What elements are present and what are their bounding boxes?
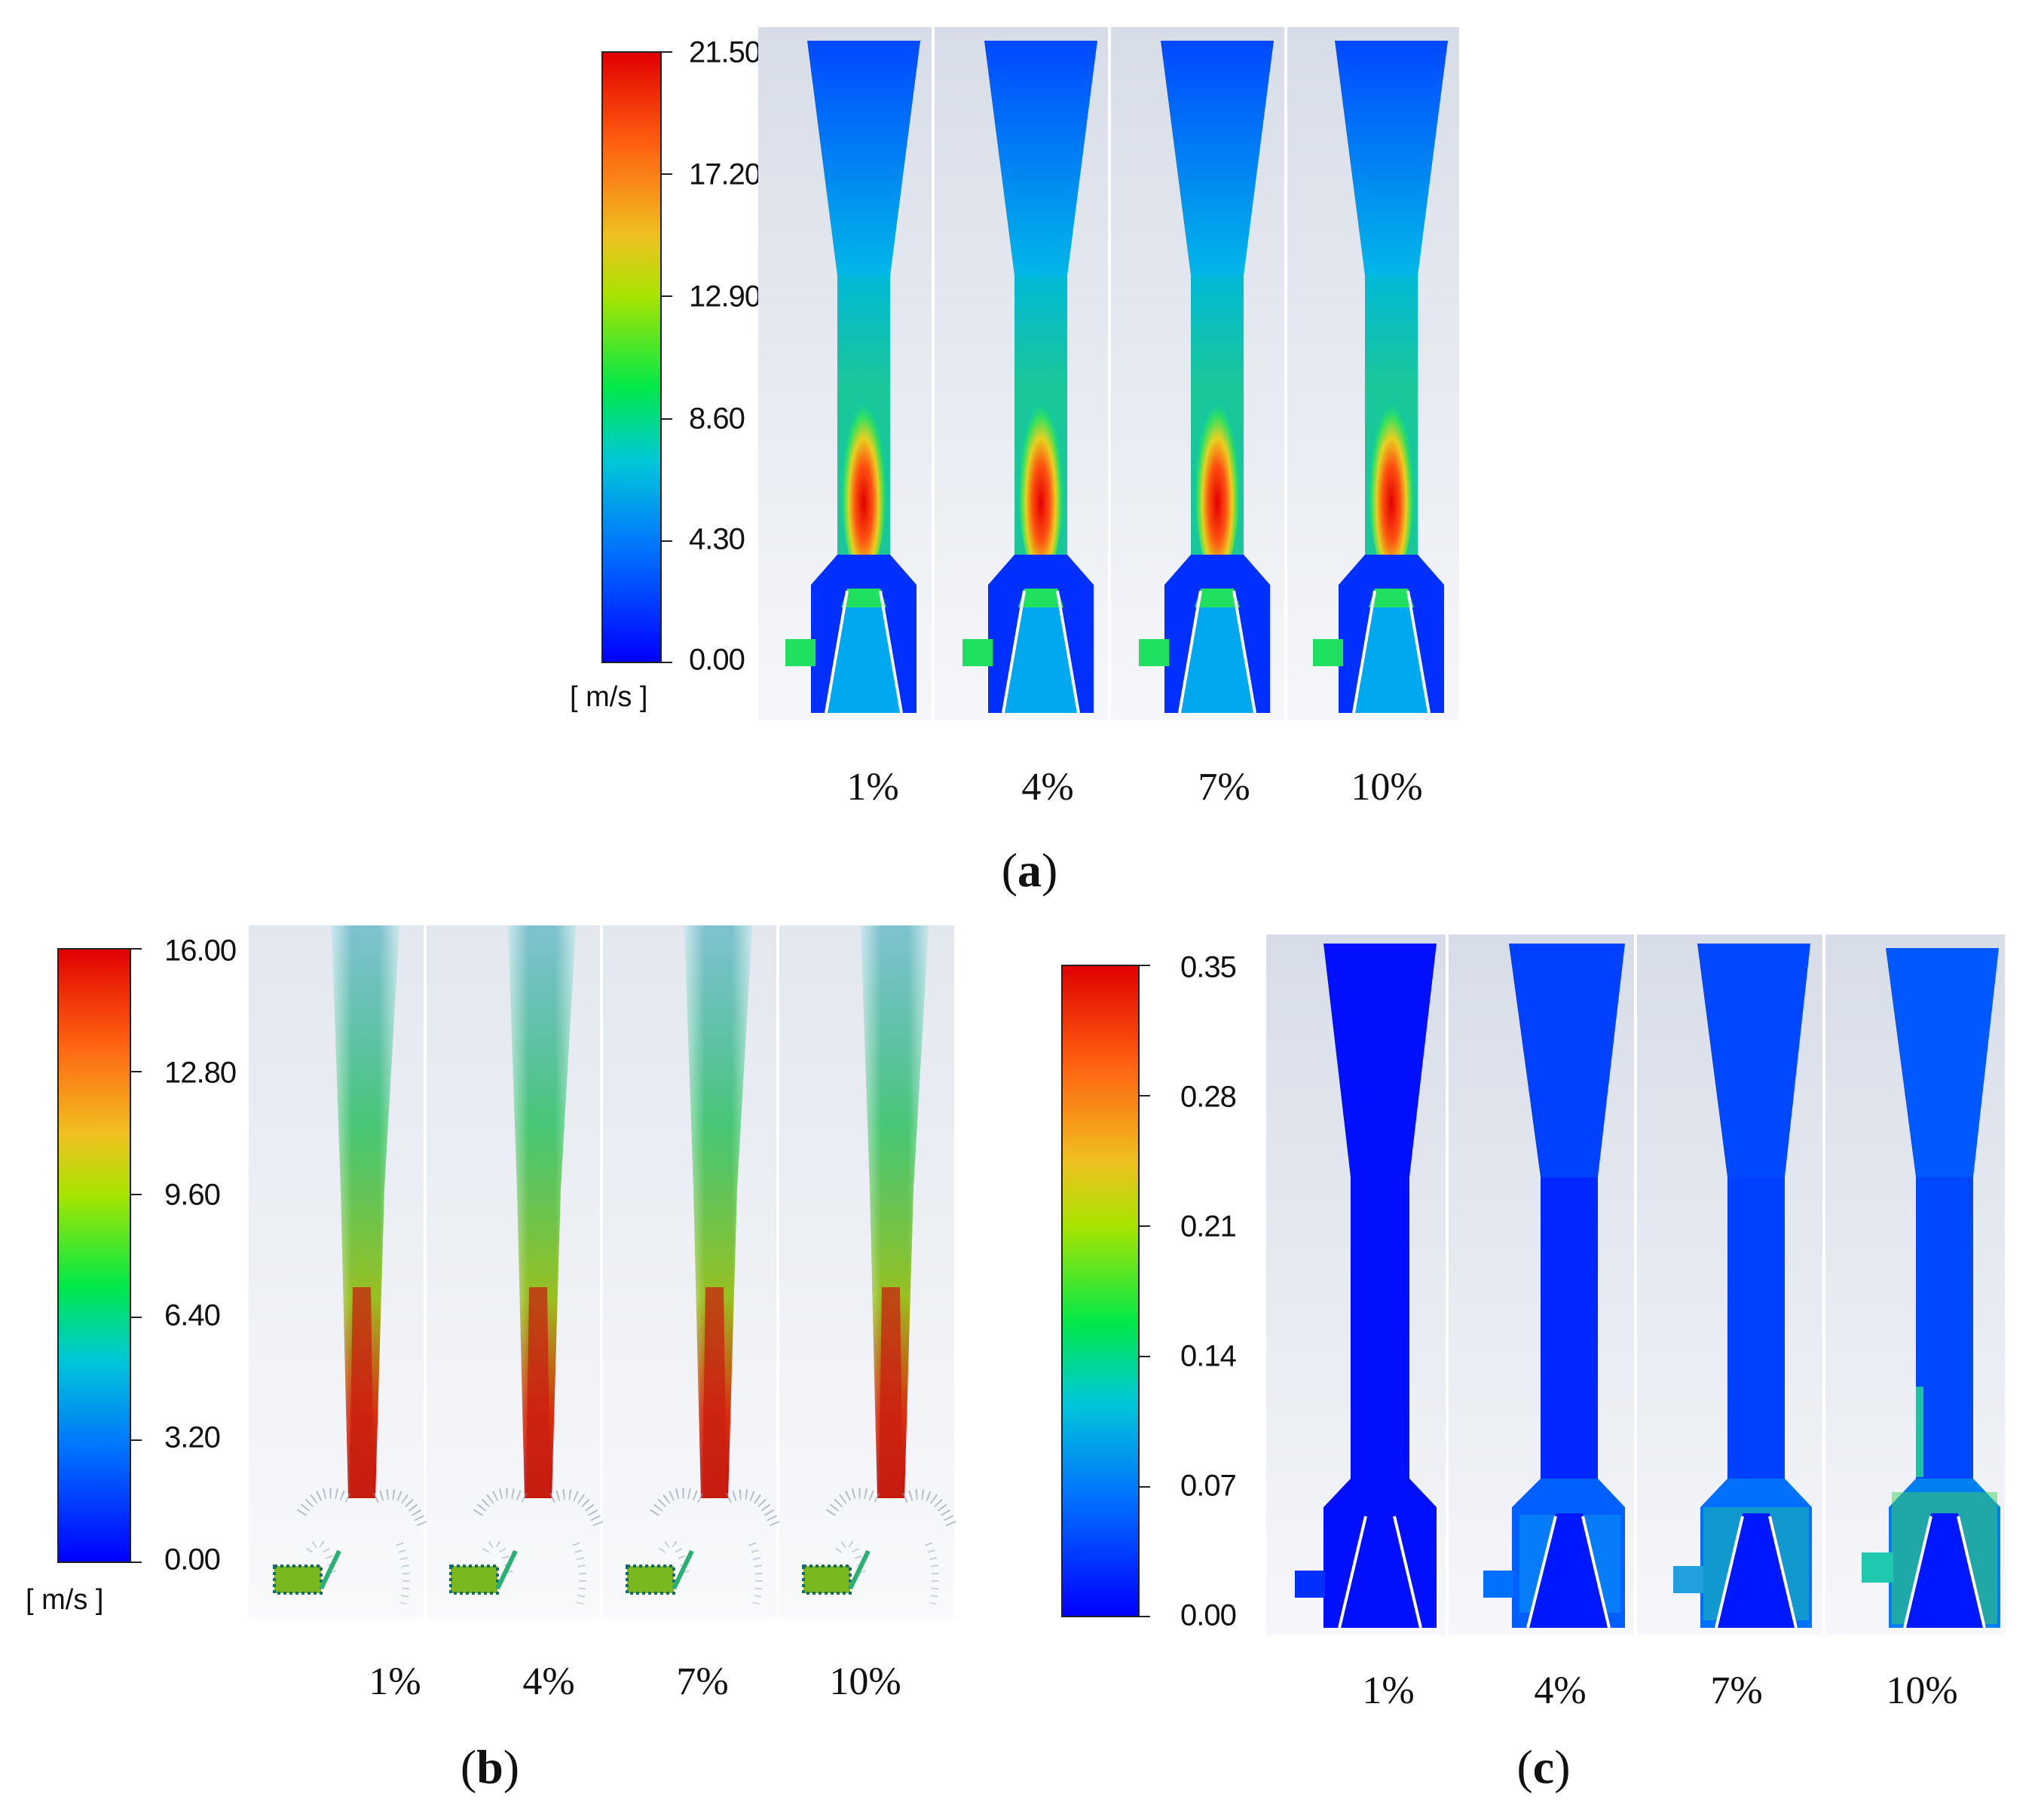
colorbar-c	[1061, 965, 1140, 1617]
colorbar-b-tick-4: 3.20	[164, 1421, 221, 1454]
caption-b: (b)	[460, 1740, 520, 1794]
colorbar-c-tick-0: 0.35	[1180, 950, 1237, 984]
colorbar-b-tick-2: 9.60	[164, 1178, 221, 1212]
case-label-c-1: 4%	[1534, 1669, 1587, 1712]
colorbar-a	[601, 51, 662, 663]
colorbar-a-tick-2: 12.90	[689, 280, 761, 314]
contour-image-a	[758, 27, 1459, 720]
colorbar-b-unit: [ m/s ]	[26, 1584, 104, 1616]
case-label-a-0: 1%	[846, 766, 899, 809]
colorbar-a-tick-5: 0.00	[689, 643, 745, 677]
caption-a: (a)	[1001, 843, 1058, 897]
colorbar-a-tick-4: 4.30	[689, 522, 745, 556]
colorbar-a-tick-0: 21.50	[689, 35, 761, 69]
case-label-a-1: 4%	[1021, 766, 1074, 809]
case-label-a-2: 7%	[1198, 766, 1250, 809]
colorbar-b	[57, 948, 131, 1563]
case-label-c-3: 10%	[1886, 1669, 1958, 1712]
case-label-c-0: 1%	[1362, 1669, 1415, 1712]
case-label-b-0: 1%	[369, 1660, 421, 1703]
colorbar-b-tick-0: 16.00	[164, 934, 237, 968]
case-label-b-3: 10%	[829, 1660, 901, 1703]
colorbar-c-tick-3: 0.14	[1180, 1339, 1237, 1373]
colorbar-c-tick-2: 0.21	[1180, 1210, 1237, 1243]
contour-image-c	[1266, 934, 2005, 1635]
colorbar-b-tick-3: 6.40	[164, 1298, 221, 1332]
case-label-b-2: 7%	[676, 1660, 729, 1703]
colorbar-b-tick-1: 12.80	[164, 1056, 237, 1090]
case-label-a-3: 10%	[1351, 766, 1423, 809]
colorbar-c-tick-1: 0.28	[1180, 1080, 1237, 1114]
colorbar-c-tick-5: 0.00	[1180, 1598, 1237, 1632]
colorbar-a-tick-1: 17.20	[689, 158, 761, 191]
caption-c: (c)	[1516, 1740, 1571, 1794]
colorbar-c-tick-4: 0.07	[1180, 1469, 1237, 1503]
colorbar-b-tick-5: 0.00	[164, 1543, 221, 1577]
particle-image-b	[249, 925, 954, 1619]
colorbar-a-tick-3: 8.60	[689, 402, 745, 436]
case-label-b-1: 4%	[522, 1660, 575, 1703]
case-label-c-2: 7%	[1710, 1669, 1763, 1712]
colorbar-a-unit: [ m/s ]	[570, 681, 648, 713]
